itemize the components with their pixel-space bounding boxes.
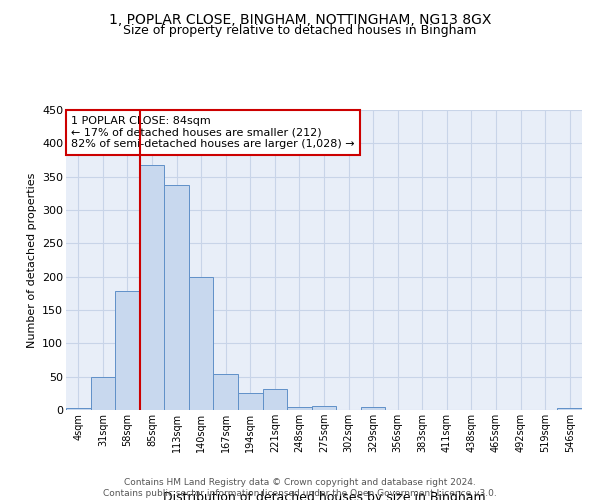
Bar [312,406,336,410]
Text: Contains HM Land Registry data © Crown copyright and database right 2024.
Contai: Contains HM Land Registry data © Crown c… [103,478,497,498]
Bar [361,408,385,410]
Bar [263,388,287,410]
Bar [214,374,238,410]
Text: 1, POPLAR CLOSE, BINGHAM, NOTTINGHAM, NG13 8GX: 1, POPLAR CLOSE, BINGHAM, NOTTINGHAM, NG… [109,12,491,26]
Text: 1 POPLAR CLOSE: 84sqm
← 17% of detached houses are smaller (212)
82% of semi-det: 1 POPLAR CLOSE: 84sqm ← 17% of detached … [71,116,355,149]
Bar [557,408,582,410]
Bar [140,166,164,410]
Bar [287,408,312,410]
Bar [238,392,263,410]
Bar [189,278,214,410]
X-axis label: Distribution of detached houses by size in Bingham: Distribution of detached houses by size … [163,491,485,500]
Text: Size of property relative to detached houses in Bingham: Size of property relative to detached ho… [124,24,476,37]
Bar [66,408,91,410]
Bar [164,184,189,410]
Bar [91,378,115,410]
Y-axis label: Number of detached properties: Number of detached properties [26,172,37,348]
Bar [115,290,140,410]
